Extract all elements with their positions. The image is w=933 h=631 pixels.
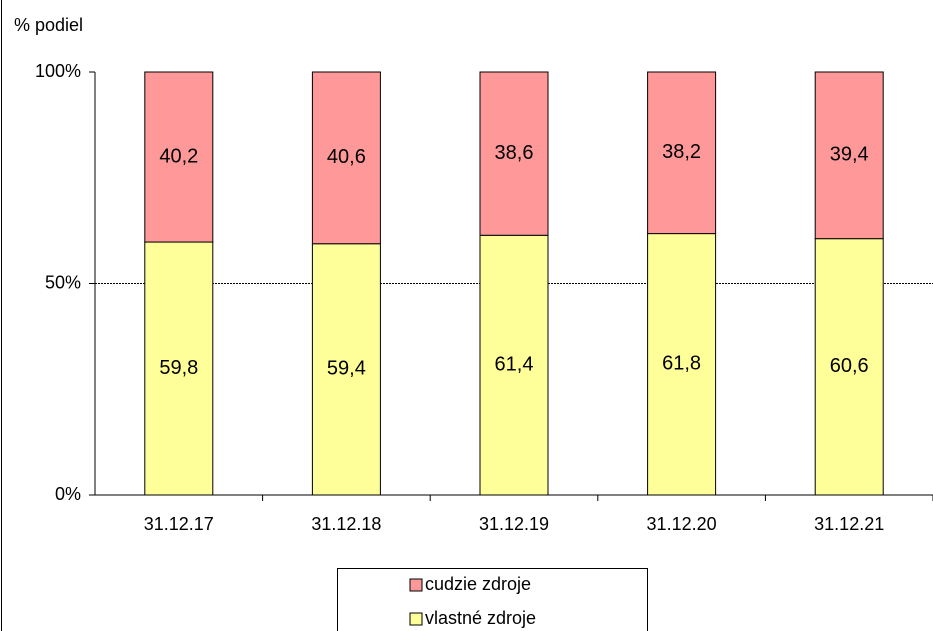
y-tick-label: 50%: [45, 272, 81, 292]
legend-label: vlastné zdroje: [425, 608, 536, 628]
value-label: 38,2: [662, 141, 701, 163]
legend-swatch: [409, 612, 423, 626]
bar-segment: [647, 71, 717, 235]
x-tick-label: 31.12.17: [144, 514, 214, 534]
bar-segment: [814, 238, 884, 496]
y-tick-label: 100%: [35, 61, 81, 81]
value-label: 61,8: [662, 353, 701, 375]
value-label: 59,4: [327, 358, 366, 380]
y-axis-label: % podiel: [14, 15, 83, 35]
legend: [337, 568, 648, 631]
legend-swatch: [409, 578, 423, 592]
x-tick-label: 31.12.20: [647, 514, 717, 534]
bar-segment: [311, 71, 381, 245]
bar-segment: [311, 243, 381, 496]
bar-segment: [144, 241, 214, 496]
value-label: 40,6: [327, 146, 366, 168]
value-label: 38,6: [495, 142, 534, 164]
y-tick-label: 0%: [55, 484, 81, 504]
value-label: 59,8: [159, 357, 198, 379]
bar-segment: [479, 71, 549, 236]
bar-segment: [814, 71, 884, 240]
value-label: 40,2: [159, 145, 198, 167]
value-label: 39,4: [830, 144, 869, 166]
bar-segment: [144, 71, 214, 243]
x-tick-label: 31.12.19: [479, 514, 549, 534]
legend-label: cudzie zdroje: [425, 574, 531, 594]
bar-segment: [647, 233, 717, 496]
x-tick-label: 31.12.18: [311, 514, 381, 534]
x-tick-label: 31.12.21: [814, 514, 884, 534]
value-label: 60,6: [830, 355, 869, 377]
value-label: 61,4: [495, 353, 534, 375]
bar-segment: [479, 234, 549, 496]
